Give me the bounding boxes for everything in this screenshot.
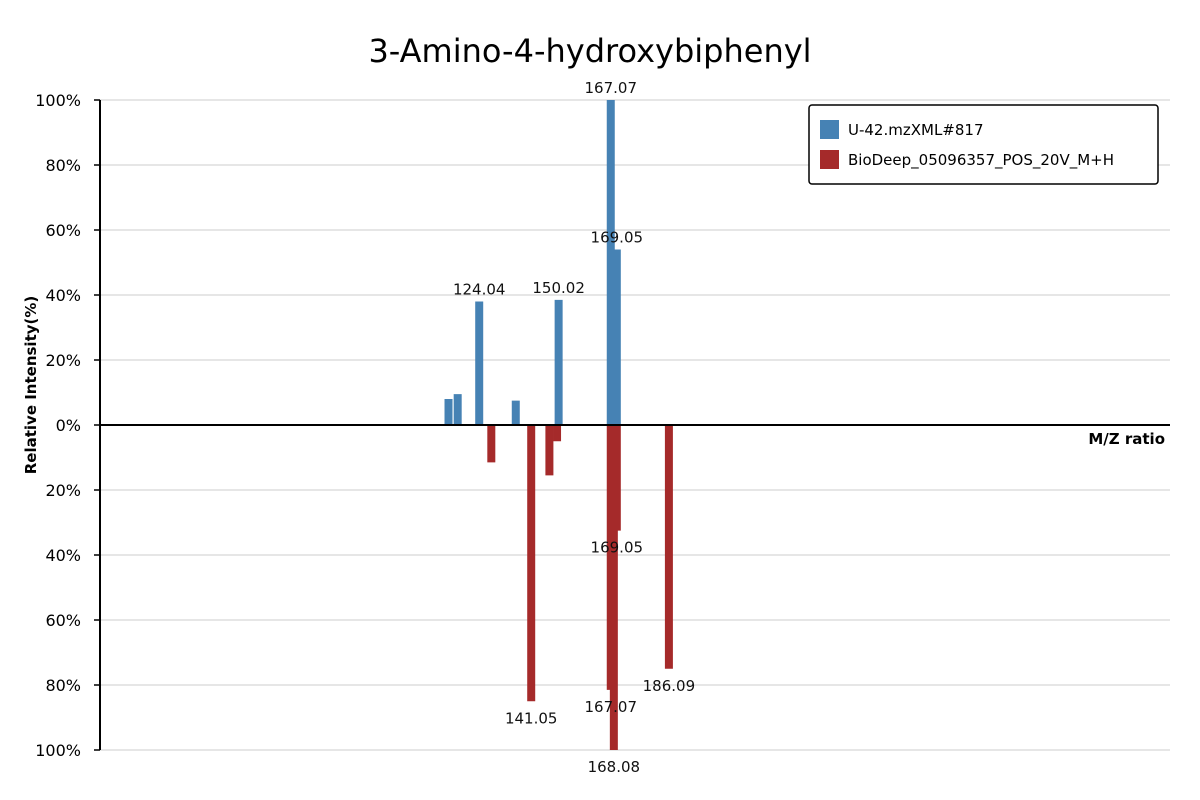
legend-label-2: BioDeep_05096357_POS_20V_M+H bbox=[848, 151, 1114, 170]
peak-bar bbox=[545, 425, 554, 476]
y-tick-label: 20% bbox=[45, 481, 81, 500]
y-tick-label: 60% bbox=[45, 611, 81, 630]
legend-swatch-1 bbox=[820, 120, 839, 139]
peak-labels: 124.04 150.02 167.07 169.05 141.05 169.05 167.… bbox=[453, 79, 695, 776]
y-tick-label: 60% bbox=[45, 221, 81, 240]
peak-bar bbox=[609, 425, 618, 750]
y-tick-label: 80% bbox=[45, 156, 81, 175]
y-tick-label: 40% bbox=[45, 286, 81, 305]
peak-label: 167.07 bbox=[585, 79, 638, 97]
peak-bar bbox=[475, 301, 484, 425]
legend-swatch-2 bbox=[820, 150, 839, 169]
peak-bar bbox=[606, 100, 615, 425]
grid-lines bbox=[100, 99, 1170, 751]
peak-bar bbox=[612, 249, 621, 425]
peak-label: 124.04 bbox=[453, 281, 506, 299]
y-tick-label: 80% bbox=[45, 676, 81, 695]
chart-title: 3-Amino-4-hydroxybiphenyl bbox=[368, 32, 811, 70]
peak-bar bbox=[554, 299, 563, 425]
peak-bar bbox=[511, 400, 520, 425]
peak-bars bbox=[444, 100, 673, 750]
y-tick-label: 100% bbox=[35, 741, 81, 760]
x-axis-title: M/Z ratio bbox=[1088, 430, 1165, 448]
legend-label-1: U-42.mzXML#817 bbox=[848, 121, 984, 139]
peak-bar bbox=[444, 399, 453, 425]
peak-bar bbox=[487, 425, 496, 463]
peak-label: 150.02 bbox=[532, 279, 585, 297]
legend: U-42.mzXML#817 BioDeep_05096357_POS_20V_… bbox=[808, 104, 1159, 185]
peak-bar bbox=[453, 394, 462, 425]
peak-bar bbox=[553, 425, 562, 442]
y-tick-label: 100% bbox=[35, 91, 81, 110]
y-tick-label: 20% bbox=[45, 351, 81, 370]
legend-box bbox=[808, 104, 1159, 185]
y-tick-label: 0% bbox=[56, 416, 81, 435]
y-tick-label: 40% bbox=[45, 546, 81, 565]
peak-label: 186.09 bbox=[643, 677, 696, 695]
peak-label: 141.05 bbox=[505, 709, 558, 727]
y-tick-labels: 100% 80% 60% 40% 20% 0% 20% 40% 60% 80% 100% bbox=[35, 91, 100, 760]
peak-bar bbox=[664, 425, 673, 669]
peak-label: 168.08 bbox=[588, 758, 641, 776]
y-axis-title: Relative Intensity(%) bbox=[22, 296, 40, 475]
peak-bar bbox=[527, 425, 536, 702]
peak-label: 167.07 bbox=[585, 698, 638, 716]
peak-label: 169.05 bbox=[591, 229, 644, 247]
axes bbox=[99, 100, 1170, 750]
peak-label: 169.05 bbox=[591, 539, 644, 557]
